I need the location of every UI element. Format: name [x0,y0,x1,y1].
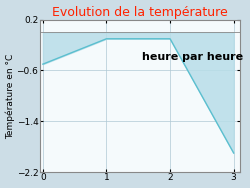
Y-axis label: Température en °C: Température en °C [6,53,15,139]
Text: heure par heure: heure par heure [142,52,243,61]
Title: Evolution de la température: Evolution de la température [52,6,228,19]
